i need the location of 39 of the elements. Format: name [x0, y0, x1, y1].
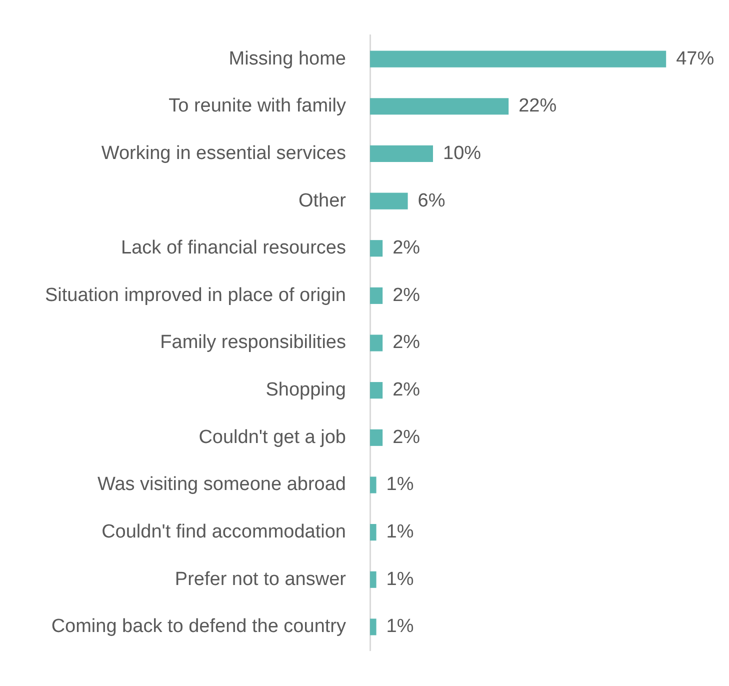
data-label: 1% — [386, 474, 414, 496]
y-tick-label: Other — [298, 190, 347, 212]
data-label: 1% — [386, 522, 414, 543]
data-label: 22% — [518, 96, 557, 117]
data-label: 2% — [392, 284, 420, 306]
y-tick-label: Working in essential services — [101, 142, 346, 164]
bar — [370, 382, 383, 399]
data-label: 47% — [676, 48, 714, 70]
data-label: 10% — [443, 142, 482, 164]
y-tick-label: Coming back to defend the country — [51, 616, 346, 638]
data-label: 1% — [386, 568, 414, 590]
bar — [370, 524, 376, 541]
data-label: 2% — [392, 426, 420, 448]
data-label: 6% — [418, 190, 446, 212]
y-tick-label: Situation improved in place of origin — [44, 284, 346, 306]
bar — [370, 287, 383, 304]
bar — [370, 618, 376, 636]
bar — [370, 429, 383, 446]
bar — [370, 192, 408, 210]
bar — [370, 240, 383, 257]
y-tick-label: Missing home — [228, 48, 346, 70]
y-tick-label: Couldn't find accommodation — [102, 522, 346, 543]
data-label: 2% — [392, 332, 420, 354]
bar — [370, 50, 666, 68]
y-tick-label: Shopping — [266, 380, 346, 401]
y-tick-label: Prefer not to answer — [174, 568, 347, 590]
y-tick-label: Was visiting someone abroad — [97, 474, 346, 496]
bar — [370, 334, 383, 352]
y-tick-label: Couldn't get a job — [198, 426, 346, 448]
y-tick-label: Family responsibilities — [160, 332, 346, 354]
data-label: 1% — [386, 616, 414, 638]
y-tick-label: Lack of financial resources — [121, 238, 346, 259]
y-tick-label: To reunite with family — [168, 96, 346, 117]
bar — [370, 476, 376, 494]
bar — [370, 145, 433, 162]
data-label: 2% — [392, 380, 420, 401]
bar — [370, 98, 509, 115]
data-label: 2% — [392, 238, 420, 259]
bar — [370, 571, 376, 588]
